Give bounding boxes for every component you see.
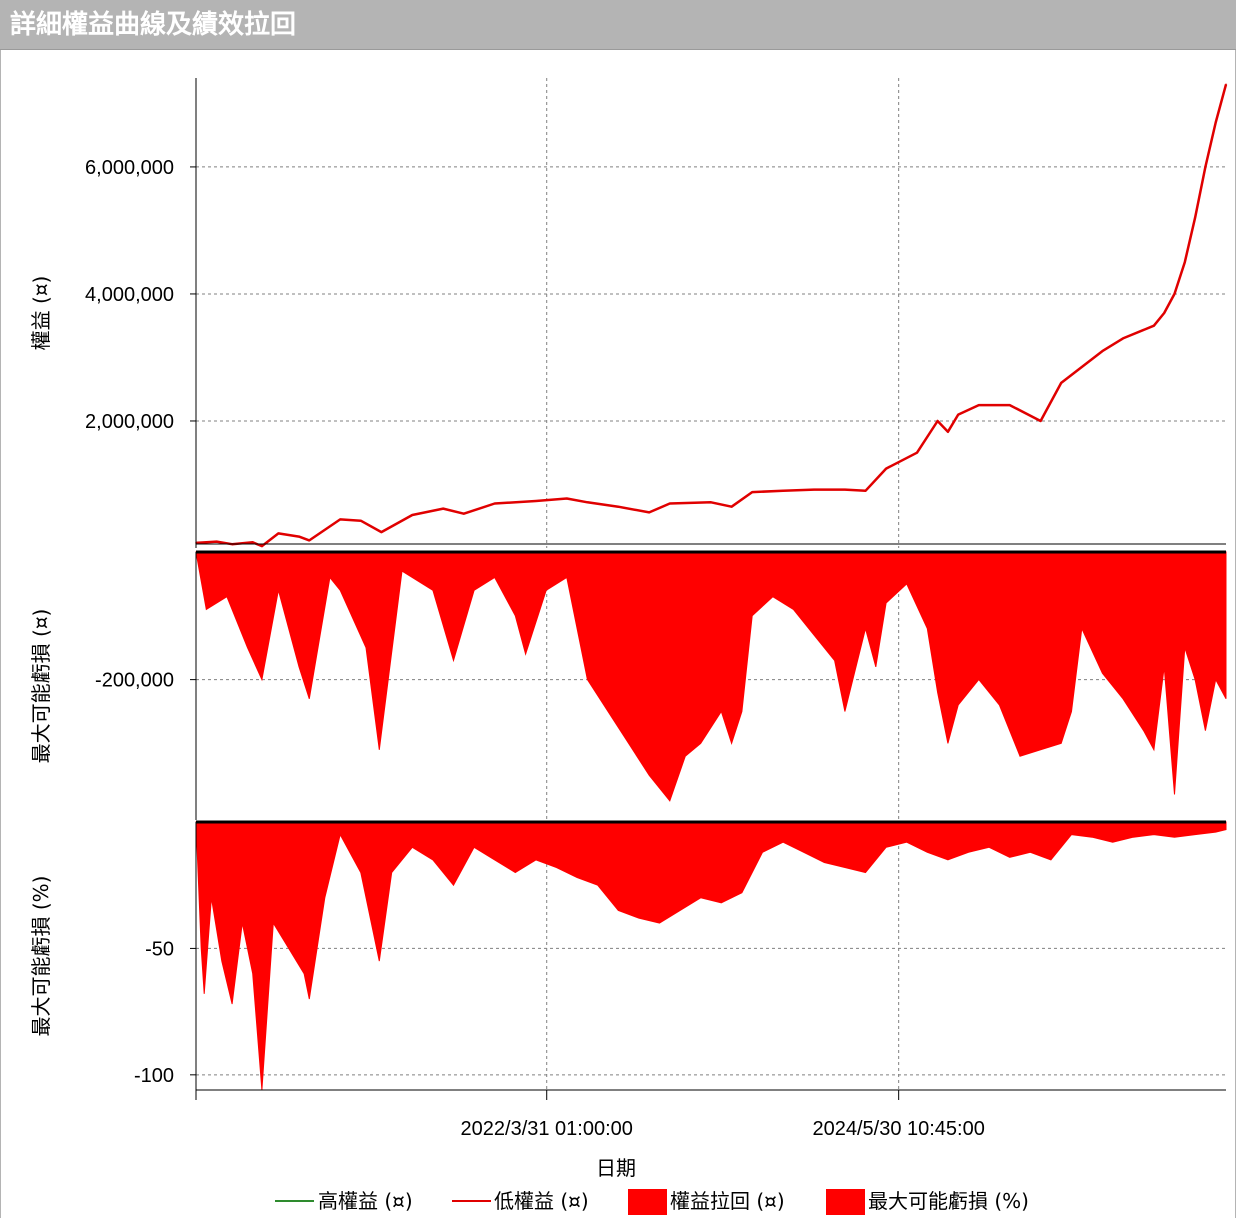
equity-point	[916, 451, 918, 454]
equity-point	[730, 505, 733, 508]
equity-point	[782, 490, 784, 492]
equity-point	[1163, 312, 1165, 314]
y-tick-label: 6,000,000	[85, 157, 174, 179]
equity-point	[1214, 121, 1217, 124]
equity-point	[648, 511, 650, 514]
drawdown-percent-area	[195, 821, 1227, 1091]
equity-point	[1204, 166, 1207, 168]
tick-labels: 2,000,000 4,000,000 6,000,000 權益 (¤) -200,00…	[29, 157, 985, 1140]
equity-point	[1153, 324, 1155, 327]
equity-point	[586, 501, 589, 504]
equity-point	[1039, 420, 1042, 422]
equity-point	[535, 500, 537, 502]
equity-point	[463, 512, 465, 515]
equity-point	[710, 501, 712, 504]
equity-point	[1060, 382, 1062, 384]
equity-point	[957, 413, 959, 416]
y-tick-label: -100	[134, 1065, 174, 1087]
equity-point	[1008, 404, 1011, 406]
equity-point	[566, 497, 568, 500]
equity-point	[339, 518, 342, 521]
y-tick-label: -50	[145, 938, 174, 960]
equity-point	[936, 420, 939, 422]
legend: 高權益 (¤) 低權益 (¤) 權益拉回 (¤) 最大可能虧損 (%)	[275, 1189, 1029, 1215]
equity-point	[751, 491, 753, 493]
y-tick-label: 2,000,000	[85, 411, 174, 433]
equity-point	[1225, 83, 1227, 86]
equity-point	[261, 545, 263, 547]
title-bar: 詳細權益曲線及績效拉回	[0, 0, 1236, 50]
x-tick-label: 2022/3/31 01:00:00	[461, 1118, 633, 1140]
equity-point	[308, 539, 311, 542]
legend-label-equity-drawdown: 權益拉回 (¤)	[670, 1189, 785, 1213]
equity-line	[195, 84, 1228, 548]
equity-point	[380, 531, 383, 533]
chart-window-title: 詳細權益曲線及績效拉回	[10, 10, 297, 40]
equity-point	[411, 514, 414, 516]
legend-label-max-loss-percent: 最大可能虧損 (%)	[868, 1189, 1029, 1213]
equity-point	[947, 430, 949, 433]
series-layer	[195, 83, 1228, 1091]
equity-point	[1122, 337, 1124, 340]
equity-point	[844, 488, 846, 491]
y-axis-label: 最大可能虧損 (¤)	[29, 609, 53, 764]
equity-point	[251, 541, 254, 544]
equity-point	[885, 467, 887, 470]
y-axis-label: 最大可能虧損 (%)	[29, 876, 53, 1037]
x-axis-label: 日期	[596, 1156, 636, 1180]
equity-point	[864, 490, 867, 492]
legend-label-low-equity: 低權益 (¤)	[494, 1189, 589, 1213]
drawdown-amount-area	[195, 551, 1227, 802]
equity-point	[978, 404, 980, 406]
equity-point	[215, 540, 218, 543]
equity-point	[277, 532, 280, 535]
equity-point	[1194, 216, 1196, 219]
equity-point	[1184, 261, 1186, 263]
equity-point	[1173, 293, 1176, 295]
equity-point	[298, 535, 300, 538]
equity-point	[813, 488, 815, 491]
axes-layer	[190, 78, 1226, 1100]
equity-point	[360, 519, 362, 522]
equity-point	[493, 502, 496, 505]
equity-point	[617, 505, 620, 508]
y-tick-label: -200,000	[95, 670, 174, 692]
equity-point	[1101, 350, 1104, 352]
x-tick-label: 2024/5/30 10:45:00	[812, 1118, 984, 1140]
equity-point	[669, 502, 671, 505]
legend-swatch-max-loss-percent	[826, 1189, 865, 1215]
y-axis-label: 權益 (¤)	[29, 276, 53, 351]
legend-label-high-equity: 高權益 (¤)	[318, 1189, 413, 1213]
equity-point	[442, 507, 445, 510]
legend-swatch-equity-drawdown	[628, 1189, 667, 1215]
y-tick-label: 4,000,000	[85, 284, 174, 306]
